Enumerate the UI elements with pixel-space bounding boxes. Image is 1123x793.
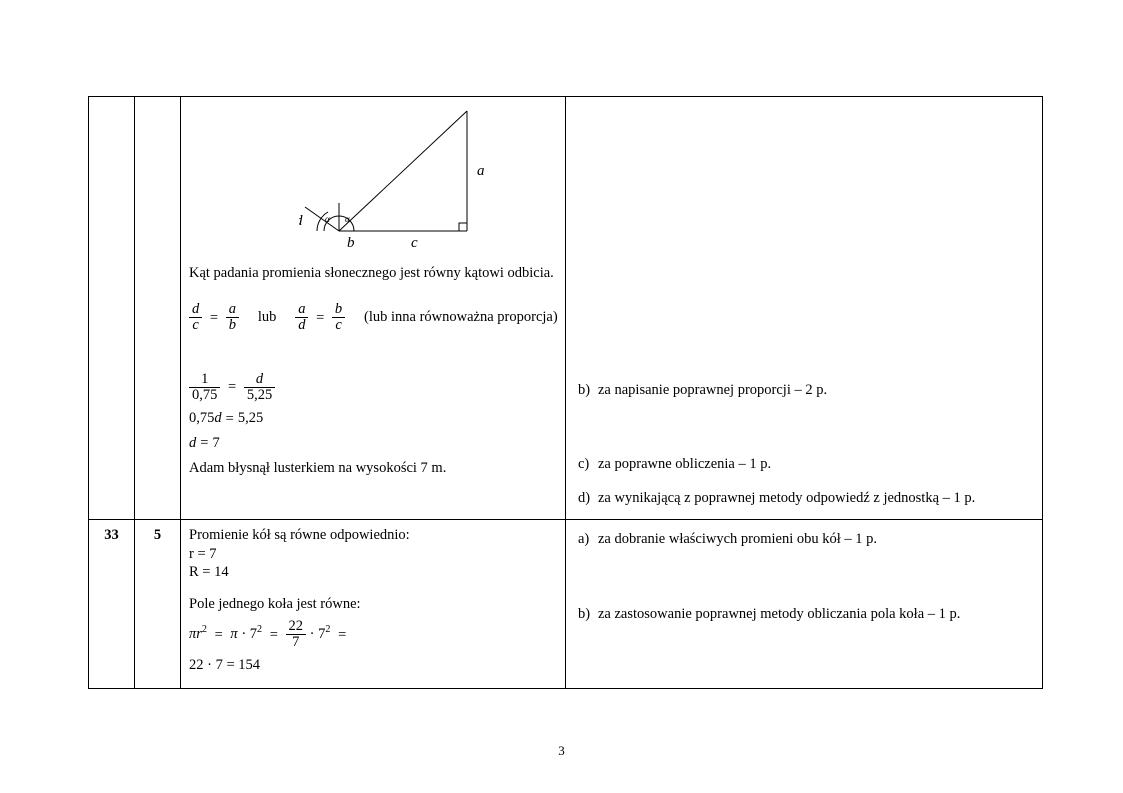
- label-d: d: [299, 213, 303, 229]
- criteria-cell: a) za dobranie właściwych promieni obu k…: [566, 520, 1043, 689]
- r-big: R = 14: [189, 563, 557, 581]
- radii-intro: Promienie kół są równe odpowiednio:: [189, 526, 557, 544]
- page-number: 3: [0, 743, 1123, 759]
- area-formula: πr2 = π · 72 = 227 · 72 =: [189, 619, 557, 650]
- solution-cell: Promienie kół są równe odpowiednio: r = …: [181, 520, 566, 689]
- solution-cell: a d b c α α Kąt padania promienia słonec…: [181, 97, 566, 520]
- label-alpha2: α: [345, 214, 350, 224]
- proportion-line: dc = ab lub ad = bc (lub inna równoważna…: [189, 302, 557, 333]
- d-equals-7: d=7: [189, 434, 557, 453]
- table-row: 33 5 Promienie kół są równe odpowiednio:…: [89, 520, 1043, 689]
- criteria-cell: b) za napisanie poprawnej proporcji – 2 …: [566, 97, 1043, 520]
- criterion-b: b) za zastosowanie poprawnej metody obli…: [578, 605, 1034, 623]
- page: a d b c α α Kąt padania promienia słonec…: [0, 0, 1123, 793]
- label-a: a: [477, 163, 485, 179]
- triangle-svg: a d b c α α: [299, 103, 509, 253]
- area-result: 22 · 7 = 154: [189, 656, 557, 674]
- points-cell: [135, 97, 181, 520]
- table-row: a d b c α α Kąt padania promienia słonec…: [89, 97, 1043, 520]
- criterion-a: a) za dobranie właściwych promieni obu k…: [578, 530, 1034, 548]
- label-alpha1: α: [325, 214, 330, 224]
- task-number-cell: 33: [89, 520, 135, 689]
- answer-text: Adam błysnął lusterkiem na wysokości 7 m…: [189, 459, 557, 477]
- criterion-b: b) za napisanie poprawnej proporcji – 2 …: [578, 381, 1034, 399]
- calc-line: 0,75d=5,25: [189, 409, 557, 428]
- grading-table: a d b c α α Kąt padania promienia słonec…: [88, 96, 1043, 689]
- text-angle-equal: Kąt padania promienia słonecznego jest r…: [189, 264, 557, 282]
- triangle-diagram: a d b c α α: [189, 103, 557, 264]
- r-small: r = 7: [189, 545, 557, 563]
- points-cell: 5: [135, 520, 181, 689]
- area-intro: Pole jednego koła jest równe:: [189, 595, 557, 613]
- criterion-d: d) za wynikającą z poprawnej metody odpo…: [578, 489, 1034, 507]
- numeric-proportion: 10,75 = d5,25: [189, 372, 557, 403]
- task-number-cell: [89, 97, 135, 520]
- label-b: b: [347, 235, 355, 251]
- label-c: c: [411, 235, 418, 251]
- criterion-c: c) za poprawne obliczenia – 1 p.: [578, 455, 1034, 473]
